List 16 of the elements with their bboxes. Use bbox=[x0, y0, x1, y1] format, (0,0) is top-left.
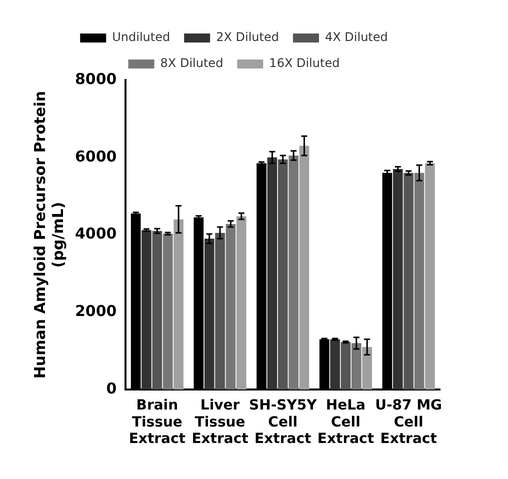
x-tick-label: Liver Tissue Extract bbox=[192, 398, 249, 448]
x-tick-label: HeLa Cell Extract bbox=[317, 398, 374, 448]
y-tick-label: 2000 bbox=[75, 302, 117, 320]
x-tick-label: SH-SY5Y Cell Extract bbox=[249, 398, 318, 448]
x-tick-label: Brain Tissue Extract bbox=[128, 398, 186, 448]
legend-label: 8X Diluted bbox=[160, 56, 224, 70]
x-tick-label: U-87 MG Cell Extract bbox=[375, 398, 442, 448]
legend-label: 2X Diluted bbox=[216, 30, 279, 44]
legend-label: 4X Diluted bbox=[324, 30, 388, 44]
y-tick-label: 8000 bbox=[75, 70, 117, 88]
y-tick-label: 4000 bbox=[75, 224, 117, 243]
legend-label: Undiluted bbox=[112, 30, 170, 44]
y-axis-title: Human Amyloid Precursor Protein (pg/mL) bbox=[30, 90, 67, 379]
y-tick-label: 0 bbox=[106, 379, 117, 398]
y-tick-label: 6000 bbox=[75, 147, 117, 166]
legend-label: 16X Diluted bbox=[269, 56, 340, 70]
